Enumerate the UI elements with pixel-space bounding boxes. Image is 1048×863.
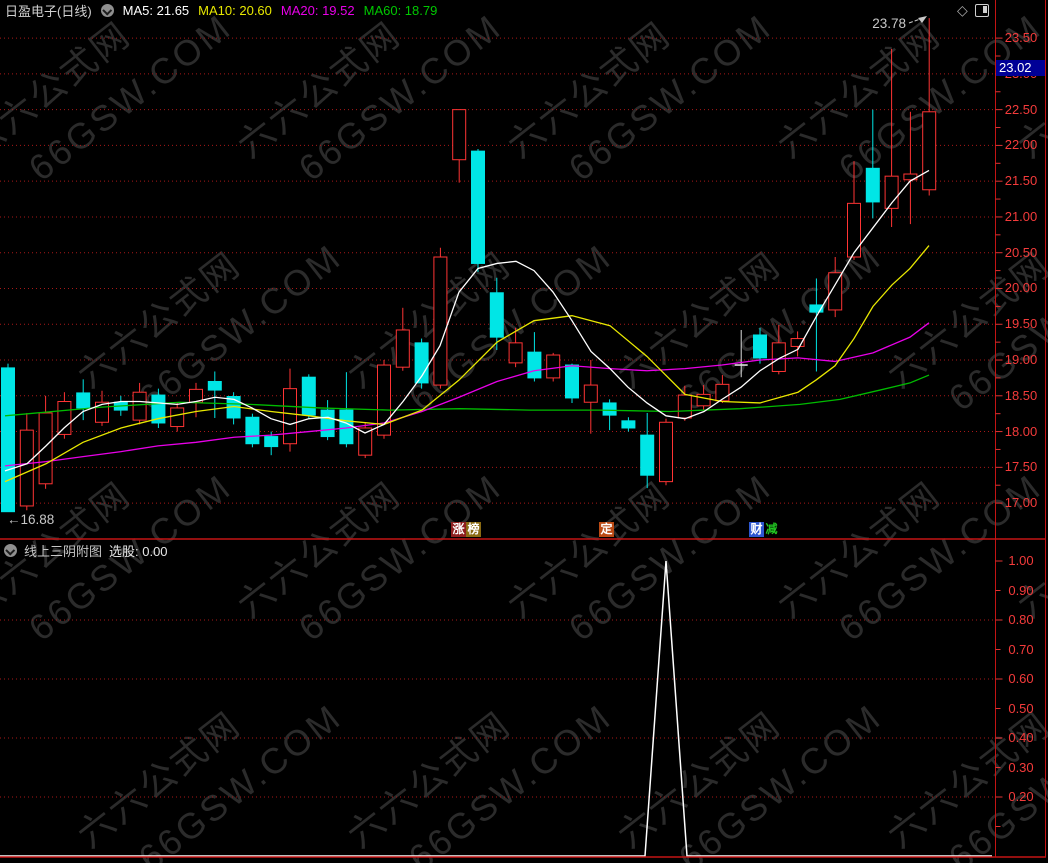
candle-body bbox=[640, 434, 655, 476]
candle-body bbox=[565, 364, 579, 399]
y-axis-label: 20.00 bbox=[1004, 280, 1038, 296]
ma5-legend: MA5: 21.65 bbox=[122, 2, 190, 18]
event-marker[interactable]: 定 bbox=[599, 522, 614, 537]
y-axis-label: 0.50 bbox=[1008, 700, 1034, 716]
candle-body bbox=[207, 380, 222, 391]
event-marker[interactable]: 榜 bbox=[466, 522, 481, 537]
y-axis-label: 0.30 bbox=[1008, 759, 1034, 775]
candle-body bbox=[19, 429, 34, 507]
candle-body bbox=[245, 416, 260, 445]
ma-line-ma5 bbox=[4, 169, 930, 472]
chevron-down-icon[interactable] bbox=[4, 543, 17, 557]
ma-line-ma60 bbox=[4, 374, 930, 417]
split-panel-icon[interactable] bbox=[974, 3, 989, 17]
candle-body bbox=[546, 354, 561, 379]
y-axis-label: 17.50 bbox=[1004, 459, 1038, 475]
candle-body bbox=[358, 427, 373, 456]
candle-body bbox=[471, 150, 485, 264]
candle-body bbox=[1, 367, 15, 513]
candle-body bbox=[922, 111, 937, 191]
candle-body bbox=[602, 402, 617, 416]
candle-body bbox=[395, 329, 410, 368]
candle-body bbox=[283, 388, 297, 445]
y-axis-label: 23.50 bbox=[1004, 30, 1038, 46]
y-axis-label: 19.00 bbox=[1004, 352, 1038, 368]
y-axis-label: 0.70 bbox=[1008, 641, 1034, 657]
annotation-arrowhead bbox=[918, 16, 927, 23]
candle-body bbox=[264, 436, 279, 448]
candle-body bbox=[170, 407, 185, 428]
candle-body bbox=[621, 420, 636, 429]
ma20-legend: MA20: 19.52 bbox=[280, 2, 355, 18]
current-price-marker: 23.02 bbox=[996, 60, 1045, 76]
y-axis-label: 19.50 bbox=[1004, 316, 1038, 332]
y-axis-label: 22.50 bbox=[1004, 101, 1038, 117]
candle-body bbox=[151, 394, 166, 424]
y-axis-label: 0.20 bbox=[1008, 789, 1034, 804]
candle-body bbox=[38, 412, 53, 485]
candle-body bbox=[790, 338, 805, 347]
ma-line-ma10 bbox=[4, 245, 930, 483]
candle-body bbox=[809, 304, 824, 313]
y-axis-label: 21.00 bbox=[1004, 208, 1038, 224]
candle-body bbox=[583, 384, 598, 403]
high-price-annotation: 23.78 bbox=[872, 16, 906, 31]
y-axis-label: 21.50 bbox=[1004, 173, 1038, 189]
low-price-annotation: ←16.88 bbox=[7, 512, 54, 527]
candle-body bbox=[76, 392, 91, 409]
y-axis-label: 0.60 bbox=[1008, 671, 1034, 686]
indicator-value: 选股: 0.00 bbox=[109, 543, 168, 559]
candle-body bbox=[377, 364, 391, 436]
candle-body bbox=[489, 292, 504, 338]
indicator-name[interactable]: 线上三阴附图 bbox=[24, 543, 103, 559]
y-axis-label: 1.00 bbox=[1008, 553, 1034, 568]
y-axis-label: 18.00 bbox=[1004, 423, 1038, 439]
candle-body bbox=[414, 342, 429, 384]
ma10-legend: MA10: 20.60 bbox=[198, 2, 272, 18]
event-marker[interactable]: 财 bbox=[749, 522, 764, 537]
y-axis-label: 22.00 bbox=[1004, 137, 1038, 153]
candle-body bbox=[452, 109, 467, 161]
candle-body bbox=[771, 342, 786, 372]
candle-body bbox=[847, 202, 861, 258]
window-tools: ◇ bbox=[957, 3, 989, 17]
diamond-icon[interactable]: ◇ bbox=[957, 2, 968, 18]
ma60-legend: MA60: 18.79 bbox=[363, 2, 438, 18]
event-marker[interactable]: 涨 bbox=[451, 522, 466, 537]
y-axis-label: 17.00 bbox=[1004, 495, 1038, 511]
candle-body bbox=[508, 342, 523, 364]
indicator-line bbox=[0, 560, 992, 857]
candle-body bbox=[677, 394, 692, 419]
candle-body bbox=[753, 334, 767, 359]
candle-body bbox=[301, 376, 316, 416]
candle-body bbox=[659, 421, 673, 483]
candle-body bbox=[433, 256, 448, 386]
symbol-title: 日盈电子(日线) bbox=[5, 3, 92, 19]
candle-body bbox=[132, 391, 147, 421]
event-marker[interactable]: 减 bbox=[764, 522, 779, 537]
ma-line-ma20 bbox=[4, 322, 930, 467]
candle-body bbox=[828, 272, 843, 311]
y-axis-label: 0.40 bbox=[1008, 730, 1034, 745]
chevron-down-icon[interactable] bbox=[100, 3, 114, 17]
candle-body bbox=[696, 393, 711, 407]
y-axis-label: 18.50 bbox=[1004, 387, 1038, 403]
y-axis-label: 0.80 bbox=[1008, 612, 1034, 627]
candle-body bbox=[865, 167, 880, 203]
y-axis-label: 0.90 bbox=[1008, 582, 1034, 598]
main-chart-header: 日盈电子(日线) MA5: 21.65 MA10: 20.60 MA20: 19… bbox=[5, 1, 437, 19]
sub-chart-header: 线上三阴附图 选股: 0.00 bbox=[4, 542, 168, 559]
y-axis-label: 20.50 bbox=[1004, 244, 1038, 260]
candle-body bbox=[884, 175, 899, 209]
